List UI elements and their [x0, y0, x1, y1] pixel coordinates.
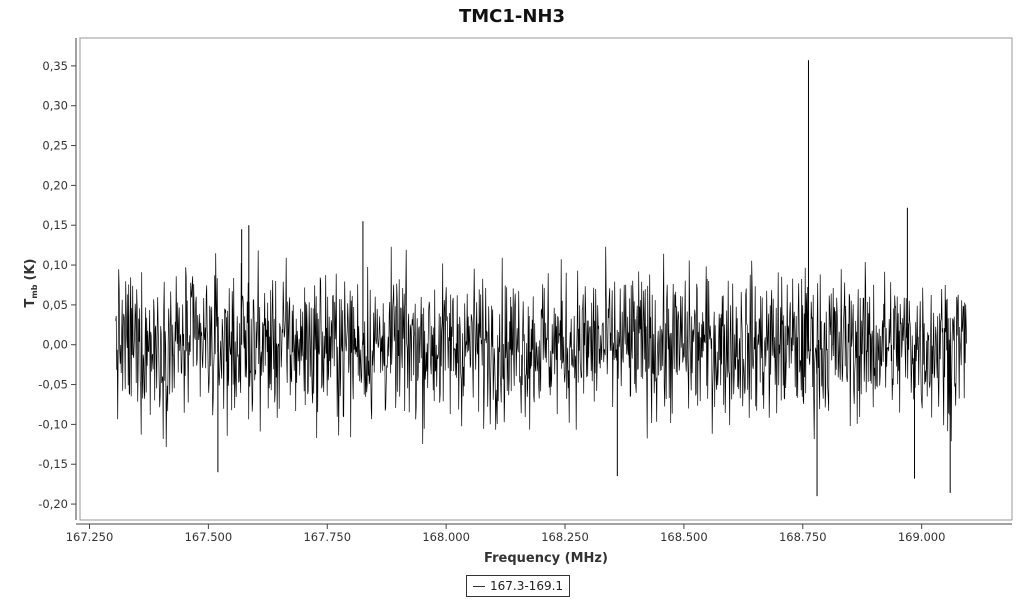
- y-tick-label: 0,30: [42, 99, 68, 113]
- y-tick-label: 0,05: [42, 298, 68, 312]
- x-ticks: 167.250 167.500 167.750 168.000 168.250 168.5…: [66, 524, 946, 544]
- y-tick-label: 0,10: [42, 258, 68, 272]
- plot-frame: [79, 37, 1013, 521]
- series-group: [115, 60, 968, 497]
- y-axis-label-sub: mb: [30, 284, 39, 298]
- y-tick-label: 0,15: [42, 218, 68, 232]
- y-ticks: -0,20 -0,15 -0,10 -0,05 0,00 0,05 0,10 0,15 0,20…: [38, 59, 76, 511]
- y-tick-label: 0,20: [42, 178, 68, 192]
- x-tick-label: 169.000: [898, 530, 946, 544]
- y-tick-label: -0,05: [38, 378, 68, 392]
- legend[interactable]: 167.3-169.1: [466, 575, 571, 597]
- y-tick-label: 0,35: [42, 59, 68, 73]
- y-axis-label-main: T: [23, 298, 38, 307]
- x-tick-label: 167.500: [185, 530, 233, 544]
- y-axis-label-unit: (K): [23, 259, 38, 281]
- y-axis-label: Tmb (K): [23, 259, 39, 308]
- x-tick-label: 168.250: [541, 530, 589, 544]
- series-line: [115, 246, 968, 448]
- chart-title: TMC1-NH3: [459, 6, 565, 27]
- x-tick-label: 168.500: [660, 530, 708, 544]
- x-tick-label: 168.750: [779, 530, 827, 544]
- y-tick-label: 0,00: [42, 338, 68, 352]
- x-axis-label: Frequency (MHz): [484, 551, 608, 566]
- x-tick-label: 167.250: [66, 530, 114, 544]
- y-tick-label: 0,25: [42, 139, 68, 153]
- x-tick-label: 168.000: [422, 530, 470, 544]
- legend-item-label: 167.3-169.1: [490, 579, 564, 593]
- y-tick-label: -0,10: [38, 417, 68, 431]
- y-tick-label: -0,20: [38, 497, 68, 511]
- x-tick-label: 167.750: [303, 530, 351, 544]
- y-tick-label: -0,15: [38, 457, 68, 471]
- legend-swatch: [473, 585, 485, 587]
